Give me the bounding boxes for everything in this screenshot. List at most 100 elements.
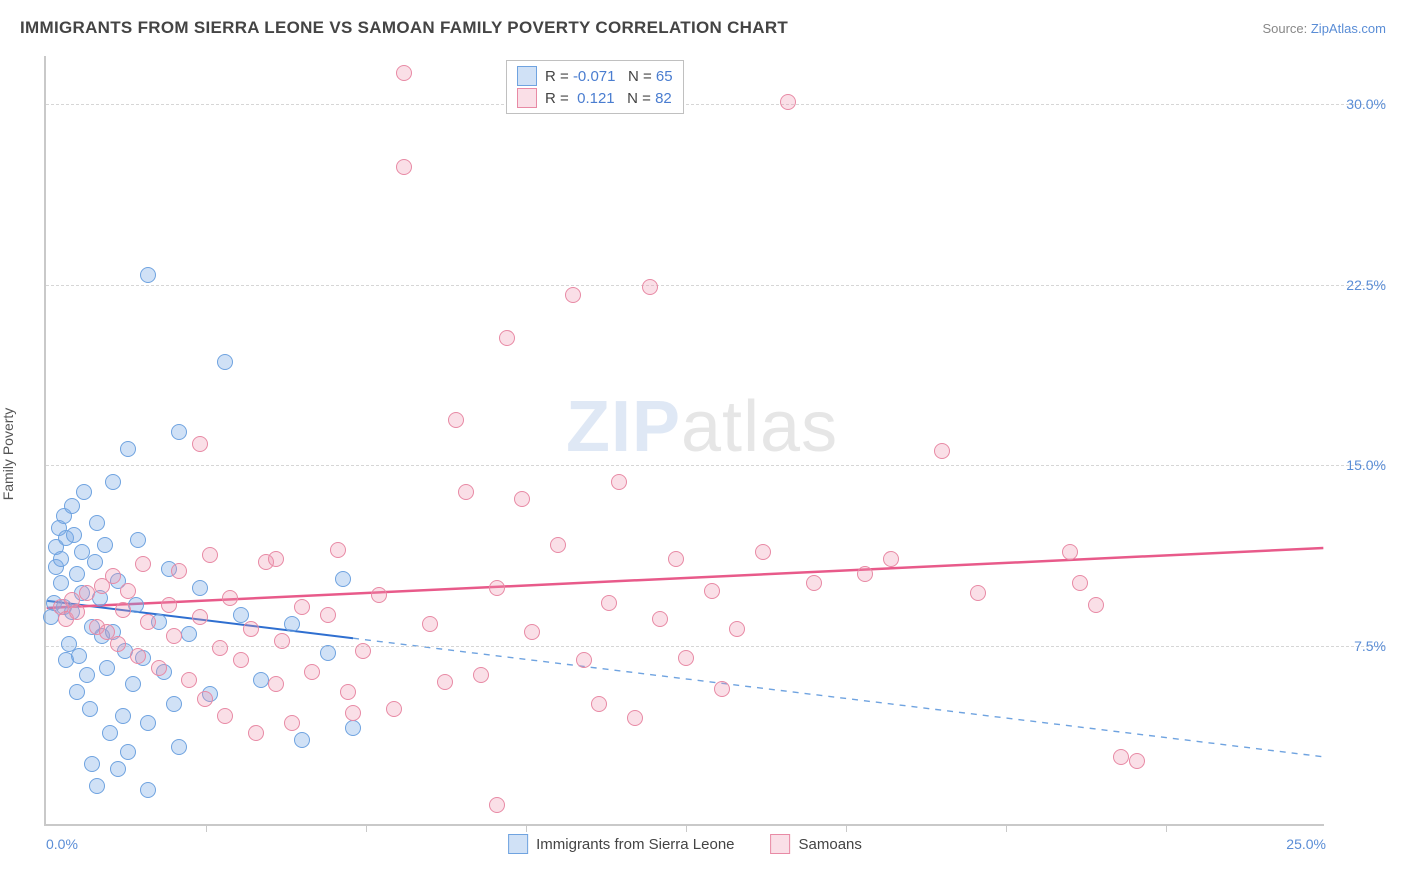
data-point [565, 287, 581, 303]
data-point [668, 551, 684, 567]
data-point [248, 725, 264, 741]
data-point [97, 537, 113, 553]
watermark-atlas: atlas [681, 387, 838, 467]
data-point [330, 542, 346, 558]
series-legend: Immigrants from Sierra Leone Samoans [508, 834, 862, 854]
data-point [268, 551, 284, 567]
data-point [284, 715, 300, 731]
data-point [115, 602, 131, 618]
data-point [102, 725, 118, 741]
data-point [806, 575, 822, 591]
data-point [934, 443, 950, 459]
data-point [320, 607, 336, 623]
data-point [499, 330, 515, 346]
correlation-legend: R = -0.071 N = 65R = 0.121 N = 82 [506, 60, 684, 114]
data-point [89, 515, 105, 531]
data-point [192, 580, 208, 596]
data-point [1072, 575, 1088, 591]
data-point [166, 628, 182, 644]
x-tick-label: 25.0% [1286, 836, 1326, 852]
data-point [99, 660, 115, 676]
data-point [171, 739, 187, 755]
correlation-legend-row: R = -0.071 N = 65 [517, 65, 673, 87]
data-point [140, 614, 156, 630]
data-point [550, 537, 566, 553]
data-point [371, 587, 387, 603]
data-point [181, 626, 197, 642]
data-point [514, 491, 530, 507]
data-point [135, 556, 151, 572]
data-point [115, 708, 131, 724]
data-point [473, 667, 489, 683]
series-legend-item: Samoans [771, 834, 862, 854]
data-point [704, 583, 720, 599]
data-point [1088, 597, 1104, 613]
data-point [233, 607, 249, 623]
data-point [335, 571, 351, 587]
chart-title: IMMIGRANTS FROM SIERRA LEONE VS SAMOAN F… [20, 18, 788, 38]
data-point [171, 424, 187, 440]
data-point [294, 599, 310, 615]
data-point [130, 532, 146, 548]
data-point [1062, 544, 1078, 560]
trend-lines-layer [46, 56, 1324, 824]
data-point [755, 544, 771, 560]
data-point [678, 650, 694, 666]
data-point [82, 701, 98, 717]
data-point [857, 566, 873, 582]
data-point [243, 621, 259, 637]
data-point [304, 664, 320, 680]
data-point [130, 648, 146, 664]
correlation-legend-row: R = 0.121 N = 82 [517, 87, 673, 109]
chart-header: IMMIGRANTS FROM SIERRA LEONE VS SAMOAN F… [20, 18, 1386, 38]
data-point [202, 547, 218, 563]
data-point [729, 621, 745, 637]
data-point [161, 597, 177, 613]
gridline-h [46, 465, 1384, 466]
data-point [396, 159, 412, 175]
data-point [171, 563, 187, 579]
data-point [274, 633, 290, 649]
data-point [458, 484, 474, 500]
data-point [192, 436, 208, 452]
data-point [294, 732, 310, 748]
data-point [970, 585, 986, 601]
source-link[interactable]: ZipAtlas.com [1311, 21, 1386, 36]
y-tick-label: 7.5% [1354, 638, 1386, 654]
data-point [340, 684, 356, 700]
data-point [76, 484, 92, 500]
data-point [601, 595, 617, 611]
data-point [105, 568, 121, 584]
watermark: ZIPatlas [566, 386, 838, 468]
data-point [140, 715, 156, 731]
x-minor-tick [366, 824, 367, 832]
data-point [217, 708, 233, 724]
series-legend-label: Samoans [799, 836, 862, 853]
data-point [253, 672, 269, 688]
data-point [181, 672, 197, 688]
data-point [1129, 753, 1145, 769]
data-point [87, 554, 103, 570]
data-point [1113, 749, 1129, 765]
data-point [576, 652, 592, 668]
y-tick-label: 30.0% [1346, 96, 1386, 112]
gridline-h [46, 646, 1384, 647]
data-point [422, 616, 438, 632]
data-point [448, 412, 464, 428]
watermark-zip: ZIP [566, 387, 681, 467]
x-minor-tick [1006, 824, 1007, 832]
data-point [524, 624, 540, 640]
data-point [345, 720, 361, 736]
series-legend-label: Immigrants from Sierra Leone [536, 836, 734, 853]
data-point [197, 691, 213, 707]
data-point [120, 744, 136, 760]
data-point [140, 267, 156, 283]
x-minor-tick [686, 824, 687, 832]
data-point [320, 645, 336, 661]
data-point [66, 527, 82, 543]
legend-swatch [508, 834, 528, 854]
data-point [110, 636, 126, 652]
data-point [591, 696, 607, 712]
data-point [284, 616, 300, 632]
data-point [355, 643, 371, 659]
